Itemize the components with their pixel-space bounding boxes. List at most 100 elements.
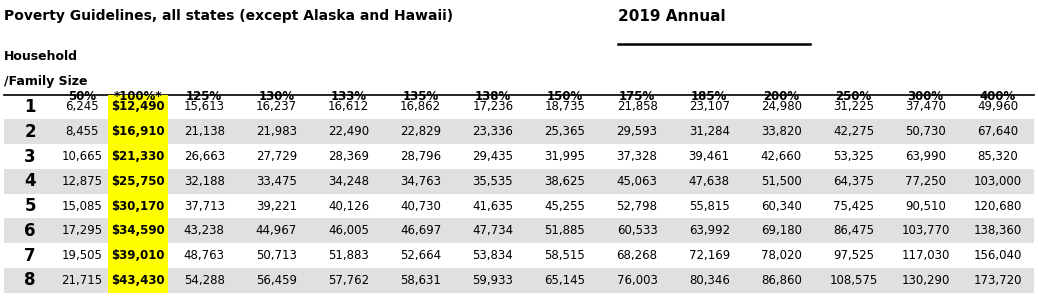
Text: 130%: 130% [258, 90, 295, 103]
Text: 64,375: 64,375 [834, 175, 874, 188]
Text: 50,730: 50,730 [905, 125, 946, 138]
Bar [4, 119, 1034, 144]
Text: 22,490: 22,490 [328, 125, 370, 138]
Text: 33,475: 33,475 [256, 175, 297, 188]
Text: 24,980: 24,980 [761, 100, 801, 113]
Text: 28,796: 28,796 [400, 150, 441, 163]
Bar [108, 144, 168, 169]
Text: 52,664: 52,664 [400, 249, 441, 262]
Text: 29,593: 29,593 [617, 125, 657, 138]
Text: 44,967: 44,967 [255, 224, 297, 237]
Text: 5: 5 [24, 197, 36, 215]
Text: 21,983: 21,983 [256, 125, 297, 138]
Text: 86,475: 86,475 [834, 224, 874, 237]
Text: 10,665: 10,665 [61, 150, 103, 163]
Text: 23,107: 23,107 [689, 100, 730, 113]
Text: 26,663: 26,663 [184, 150, 225, 163]
Bar [4, 218, 1034, 243]
Text: 37,328: 37,328 [617, 150, 657, 163]
Text: 37,713: 37,713 [184, 199, 224, 213]
Text: 18,735: 18,735 [545, 100, 585, 113]
Text: 58,515: 58,515 [545, 249, 585, 262]
Text: 125%: 125% [186, 90, 222, 103]
Bar [4, 243, 1034, 268]
Text: 15,085: 15,085 [61, 199, 103, 213]
Text: 31,225: 31,225 [834, 100, 874, 113]
Text: 135%: 135% [403, 90, 439, 103]
Text: 53,325: 53,325 [834, 150, 874, 163]
Text: 133%: 133% [330, 90, 366, 103]
Text: /Family Size: /Family Size [4, 75, 87, 88]
Text: 138,360: 138,360 [974, 224, 1021, 237]
Text: 77,250: 77,250 [905, 175, 946, 188]
Text: 53,834: 53,834 [472, 249, 513, 262]
Bar [108, 95, 168, 119]
Text: 33,820: 33,820 [761, 125, 801, 138]
Text: 51,500: 51,500 [761, 175, 801, 188]
Text: 17,295: 17,295 [61, 224, 103, 237]
Text: 86,860: 86,860 [761, 274, 801, 287]
Text: 117,030: 117,030 [901, 249, 950, 262]
Text: 40,126: 40,126 [328, 199, 370, 213]
Text: 72,169: 72,169 [688, 249, 730, 262]
Text: 22,829: 22,829 [400, 125, 441, 138]
Text: 63,992: 63,992 [688, 224, 730, 237]
Text: 103,770: 103,770 [901, 224, 950, 237]
Text: 28,369: 28,369 [328, 150, 368, 163]
Text: 6: 6 [24, 222, 36, 240]
Text: 46,005: 46,005 [328, 224, 368, 237]
Text: 31,995: 31,995 [545, 150, 585, 163]
Text: 15,613: 15,613 [184, 100, 224, 113]
Bar [108, 218, 168, 243]
Text: 156,040: 156,040 [974, 249, 1022, 262]
Text: 2019 Annual: 2019 Annual [618, 9, 726, 24]
Text: $34,590: $34,590 [111, 224, 165, 237]
Text: 16,612: 16,612 [328, 100, 370, 113]
Text: 48,763: 48,763 [184, 249, 224, 262]
Text: 150%: 150% [547, 90, 583, 103]
Text: $43,430: $43,430 [111, 274, 165, 287]
Text: 34,763: 34,763 [401, 175, 441, 188]
Text: 42,275: 42,275 [832, 125, 874, 138]
Text: 37,470: 37,470 [905, 100, 946, 113]
Text: 400%: 400% [980, 90, 1016, 103]
Text: 55,815: 55,815 [689, 199, 730, 213]
Text: 300%: 300% [907, 90, 944, 103]
Bar [4, 268, 1034, 293]
Text: 51,885: 51,885 [545, 224, 585, 237]
Text: 200%: 200% [763, 90, 799, 103]
Text: 42,660: 42,660 [761, 150, 802, 163]
Text: 58,631: 58,631 [401, 274, 441, 287]
Text: 12,875: 12,875 [61, 175, 103, 188]
Text: 97,525: 97,525 [834, 249, 874, 262]
Text: 120,680: 120,680 [974, 199, 1022, 213]
Text: 173,720: 173,720 [974, 274, 1022, 287]
Text: 31,284: 31,284 [689, 125, 730, 138]
Text: 59,933: 59,933 [472, 274, 513, 287]
Text: 41,635: 41,635 [472, 199, 513, 213]
Text: 16,237: 16,237 [255, 100, 297, 113]
Text: $39,010: $39,010 [111, 249, 165, 262]
Text: 50%: 50% [67, 90, 97, 103]
Text: 8: 8 [24, 271, 36, 289]
Text: 67,640: 67,640 [977, 125, 1018, 138]
Text: 138%: 138% [474, 90, 511, 103]
Text: 85,320: 85,320 [978, 150, 1018, 163]
Text: 29,435: 29,435 [472, 150, 513, 163]
Text: 65,145: 65,145 [545, 274, 585, 287]
Text: 21,138: 21,138 [184, 125, 224, 138]
Text: 47,734: 47,734 [472, 224, 514, 237]
Text: 32,188: 32,188 [184, 175, 224, 188]
Text: 63,990: 63,990 [905, 150, 946, 163]
Text: 39,461: 39,461 [688, 150, 730, 163]
Text: 51,883: 51,883 [328, 249, 368, 262]
Text: 46,697: 46,697 [400, 224, 441, 237]
Bar [108, 169, 168, 194]
Text: 54,288: 54,288 [184, 274, 224, 287]
Text: 130,290: 130,290 [901, 274, 950, 287]
Bar [4, 95, 1034, 119]
Text: 185%: 185% [691, 90, 728, 103]
Bar [108, 194, 168, 218]
Text: 39,221: 39,221 [255, 199, 297, 213]
Text: 52,798: 52,798 [617, 199, 657, 213]
